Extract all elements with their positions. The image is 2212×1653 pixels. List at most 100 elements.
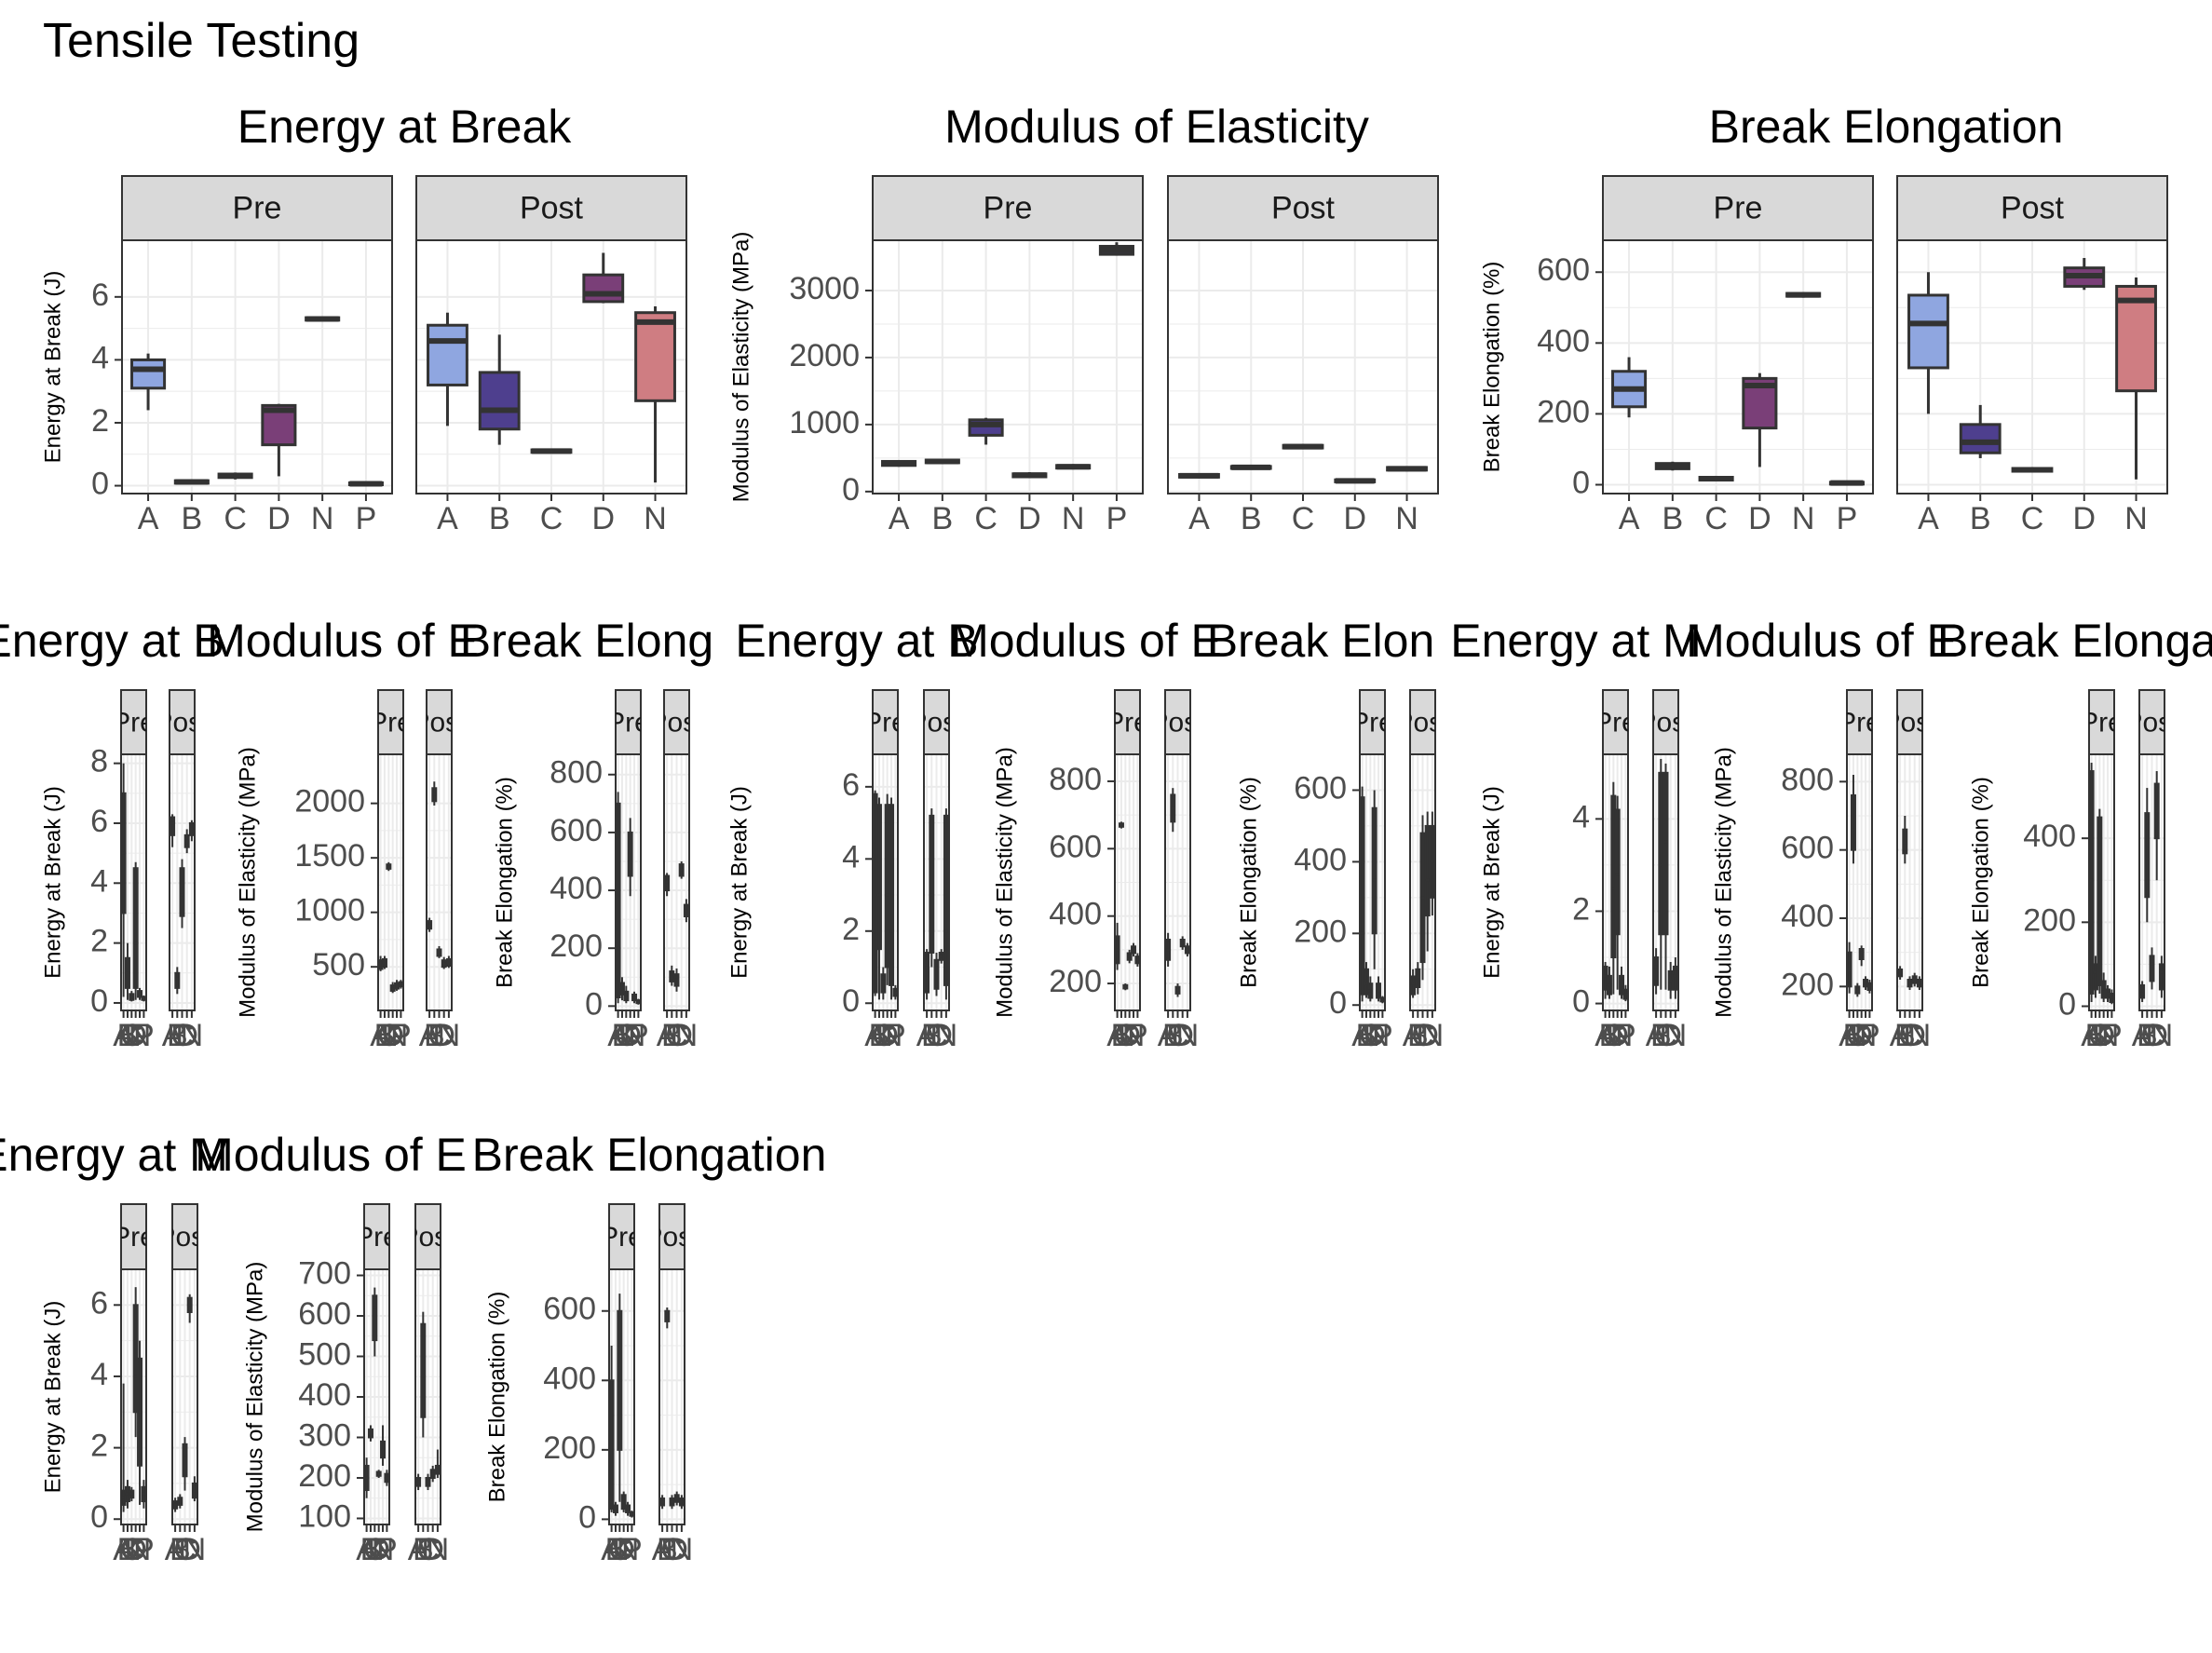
- x-tick-label: P: [1837, 501, 1858, 536]
- box-C: [1854, 982, 1861, 997]
- box-body: [2115, 284, 2157, 393]
- x-tick-label: B: [1162, 1018, 1184, 1053]
- x-tick-label: A: [1188, 501, 1210, 536]
- x-tick-label: D: [591, 501, 615, 536]
- x-tick-label: A: [1918, 501, 1939, 536]
- box-N: [1131, 942, 1137, 957]
- x-tick-label: N: [1395, 501, 1418, 536]
- y-tick-label: 0: [91, 467, 109, 502]
- box-body: [2158, 963, 2165, 991]
- chart-8: Modulus of E Modulus of Elasticity (MPa) 2…: [950, 615, 1222, 1053]
- x-tick-label: N: [427, 1532, 450, 1567]
- box-A: [1178, 472, 1220, 479]
- x-tick-label: D: [124, 1018, 147, 1053]
- y-tick-label: 0: [585, 986, 603, 1022]
- facet-strip-label: Post: [400, 1222, 456, 1253]
- box-body: [634, 311, 676, 402]
- y-tick-label: 200: [1049, 964, 1102, 999]
- box-B: [1658, 758, 1664, 990]
- facet-strip-label: Post: [1271, 190, 1336, 225]
- facet-strip: [2088, 689, 2115, 755]
- box-body: [1614, 808, 1621, 936]
- x-tick-label: N: [644, 501, 667, 536]
- x-tick-label: A: [1839, 1018, 1860, 1053]
- facet-strip-label: Pre: [355, 1222, 399, 1253]
- box-N: [1619, 966, 1625, 999]
- box-B: [174, 967, 181, 995]
- box-B: [929, 808, 935, 968]
- box-D: [375, 1470, 382, 1478]
- box-body: [627, 831, 633, 877]
- box-B: [420, 1311, 427, 1438]
- x-tick-label: B: [170, 1532, 191, 1567]
- x-tick-label: D: [1118, 1018, 1141, 1053]
- box-A: [2139, 981, 2146, 1002]
- panel-border: [608, 1268, 635, 1525]
- x-tick-label: P: [356, 501, 377, 536]
- y-tick-label: 2000: [294, 784, 365, 820]
- chart-10: Energy at M Energy at Break (J) 0 2 4 Pre ABCD…: [1450, 615, 1702, 1053]
- x-tick-label: D: [2145, 1018, 2168, 1053]
- facet-strip-label: Pre: [112, 707, 156, 738]
- x-tick-label: N: [1610, 1018, 1634, 1053]
- facet-strip-label: Pre: [1594, 707, 1637, 738]
- facet-strip: [663, 689, 690, 755]
- box-P: [141, 1480, 147, 1509]
- panel-background: [873, 240, 1143, 494]
- box-body: [2153, 782, 2160, 840]
- box-C: [1419, 815, 1426, 981]
- x-tick-label: B: [931, 501, 953, 536]
- box-D: [1179, 936, 1186, 950]
- box-A: [1611, 357, 1648, 418]
- chart-title: Modulus of Elasticity: [944, 101, 1369, 153]
- box-B: [1654, 461, 1690, 471]
- panel-border: [1602, 753, 1629, 1011]
- box-body: [179, 867, 185, 917]
- box-body: [880, 973, 887, 994]
- x-tick-label: A: [889, 501, 910, 536]
- x-tick-label: A: [165, 1532, 186, 1567]
- facet-strip-label: Post: [648, 707, 705, 738]
- x-tick-label: D: [178, 1532, 201, 1567]
- panel-border: [120, 753, 147, 1011]
- box-C: [2149, 947, 2155, 990]
- x-tick-label: B: [1843, 1018, 1865, 1053]
- facet-strip-label: Post: [2124, 707, 2180, 738]
- x-tick-label: B: [1407, 1018, 1429, 1053]
- x-tick-label: N: [183, 1532, 207, 1567]
- y-tick-label: 3000: [789, 271, 860, 306]
- x-tick-label: C: [1411, 1018, 1434, 1053]
- x-tick-label: D: [670, 1018, 693, 1053]
- y-axis-label: Break Elongation (%): [1968, 777, 1993, 988]
- box-body: [2139, 983, 2146, 999]
- box-N: [1386, 466, 1428, 472]
- x-tick-label: B: [661, 1018, 683, 1053]
- x-tick-label: B: [2137, 1018, 2158, 1053]
- box-A: [130, 353, 167, 411]
- y-axis-label: Energy at Break (J): [40, 271, 65, 464]
- x-tick-label: A: [1619, 501, 1640, 536]
- box-B: [618, 977, 625, 1001]
- box-body: [1363, 968, 1369, 996]
- box-body: [943, 814, 949, 986]
- y-axis-label: Break Elongation (%): [484, 1292, 509, 1503]
- x-tick-label: B: [1599, 1018, 1621, 1053]
- x-tick-label: D: [930, 1018, 953, 1053]
- x-tick-label: A: [419, 1018, 441, 1053]
- box-C: [386, 861, 392, 872]
- facet-strip: [1896, 689, 1923, 755]
- box-C: [1122, 983, 1129, 991]
- x-tick-label: D: [1606, 1018, 1629, 1053]
- chart-title: Break Elon: [1207, 615, 1435, 667]
- box-B: [2144, 788, 2151, 923]
- box-P: [141, 995, 147, 1002]
- x-tick-label: D: [618, 1018, 642, 1053]
- box-B: [664, 1307, 671, 1329]
- x-tick-label: C: [660, 1532, 684, 1567]
- x-tick-label: P: [1127, 1018, 1148, 1053]
- x-tick-label: C: [2088, 1018, 2111, 1053]
- box-B: [1959, 404, 2002, 458]
